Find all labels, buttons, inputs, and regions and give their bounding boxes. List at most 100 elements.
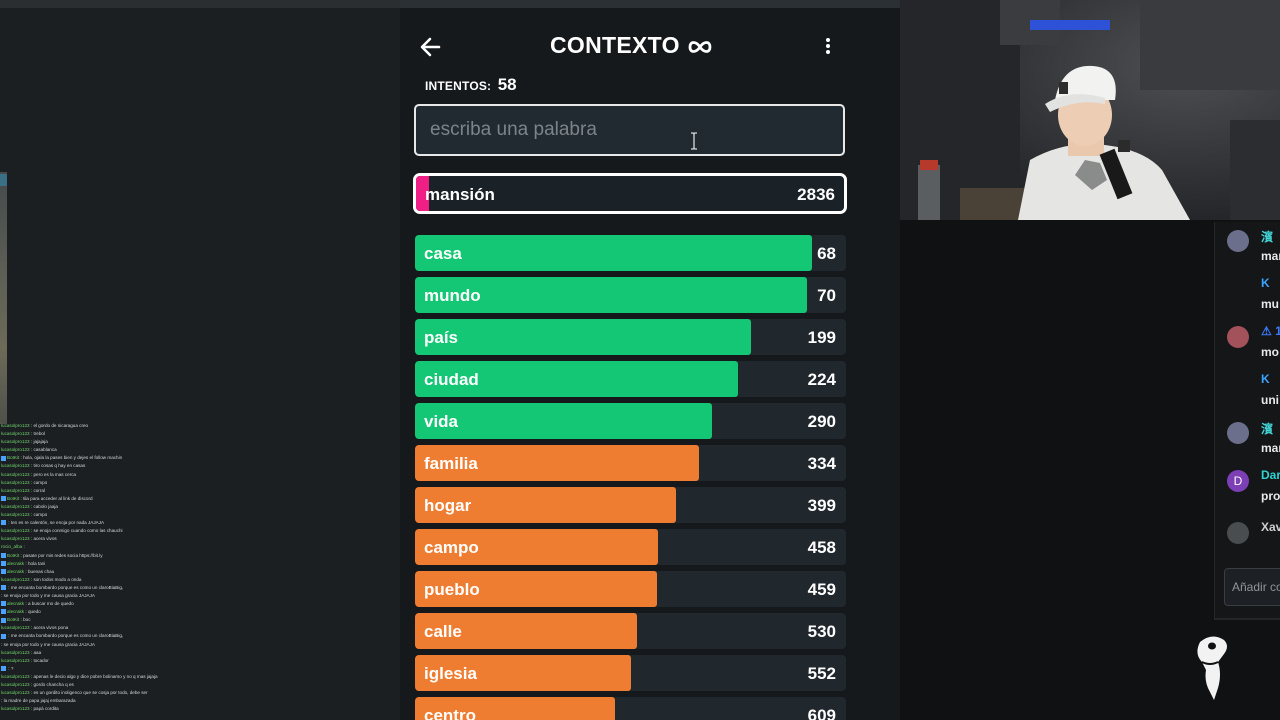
side-chat-input[interactable]: [1224, 568, 1280, 606]
chat-text: me encanta bombardo porque es como un cl…: [10, 584, 124, 590]
guess-row: casa 68: [415, 235, 846, 271]
chat-message: lucasolpro123 : corral: [1, 487, 179, 495]
guess-similarity-bar: [415, 361, 739, 397]
browser-top-border: [400, 0, 900, 8]
chat-text: tiro cosas q hay en casas: [33, 463, 86, 469]
chat-username: lucasolpro123: [1, 512, 30, 518]
chat-separator: :: [29, 439, 34, 445]
guess-rank: 609: [807, 706, 836, 720]
avatar[interactable]: [1227, 422, 1249, 444]
chat-message: alecrakk : a buscar mo de quedo: [1, 600, 179, 608]
stream-chat-panel: lucasolpro123 : el gordo de nicaragua cr…: [0, 0, 400, 720]
guess-row: mundo 70: [415, 277, 846, 313]
page-title: CONTEXTO: [550, 32, 680, 58]
chat-username: rocio_alba: [1, 544, 23, 550]
guess-word: mundo: [424, 286, 481, 305]
chat-separator: :: [29, 673, 34, 679]
chat-username: lucasolpro123: [1, 657, 30, 663]
chat-message: lucasolpro123 : acera vivos pona: [1, 624, 179, 632]
word-input[interactable]: [414, 104, 845, 156]
chat-username: alecrakk: [7, 609, 25, 615]
side-chat-text: mu: [1261, 297, 1279, 311]
guess-row: vida 290: [415, 403, 846, 439]
avatar[interactable]: [1227, 278, 1249, 300]
side-chat-text: mar: [1261, 249, 1280, 263]
guess-similarity-bar: [415, 571, 657, 607]
chat-message: : ten es re calentón, se enoja por nada …: [1, 519, 179, 527]
side-chat-message: ⚠ 1 mo: [1215, 322, 1280, 362]
chat-separator: :: [19, 495, 24, 501]
chat-text: trebol: [33, 431, 45, 437]
video-thumbnail-accent: [0, 174, 7, 186]
guess-similarity-bar: [415, 613, 637, 649]
avatar[interactable]: [1227, 374, 1249, 396]
chat-badge-icon: [1, 496, 6, 502]
chat-username: lucasolpro123: [1, 682, 30, 687]
chat-separator: :: [1, 698, 4, 704]
chat-text: la madre de papa jajaj embarazada: [3, 698, 76, 704]
chat-separator: :: [29, 690, 34, 696]
guess-similarity-bar: [415, 277, 808, 313]
chat-text: tocador: [33, 657, 49, 663]
chat-text: el gordo de nicaragua creo: [33, 423, 89, 428]
chat-separator: :: [29, 479, 34, 485]
chat-separator: :: [29, 423, 34, 428]
back-button[interactable]: [419, 34, 443, 60]
side-chat-username[interactable]: ⚠ 1: [1261, 324, 1280, 338]
chat-message: lucasolpro123 : campo: [1, 511, 179, 519]
chat-username: alecrakk: [7, 568, 25, 574]
side-chat-message: 濱 mar: [1215, 418, 1280, 458]
guess-rank: 290: [807, 412, 836, 431]
stream-chat-log: lucasolpro123 : el gordo de nicaragua cr…: [1, 422, 179, 720]
side-chat-username[interactable]: Xav: [1261, 520, 1280, 534]
chat-badge-icon: [1, 609, 6, 615]
chat-separator: :: [7, 520, 11, 526]
chat-text: corral: [33, 487, 45, 493]
guess-similarity-bar: [415, 319, 752, 355]
chat-username: lucasolpro123: [1, 463, 30, 469]
chat-separator: :: [29, 503, 34, 509]
side-chat-username[interactable]: Dar: [1261, 468, 1280, 482]
chat-message: lucasolpro123 : el gordo de nicaragua cr…: [1, 422, 179, 430]
side-chat-username[interactable]: 濱: [1261, 422, 1274, 436]
side-chat-username[interactable]: K: [1261, 276, 1270, 290]
side-chat-username[interactable]: K: [1261, 372, 1270, 386]
chat-text: buenas chau: [27, 568, 55, 574]
panel-top-border: [0, 0, 400, 8]
side-chat-divider: [1214, 618, 1280, 620]
chat-text: es un gordito inoligenco que se cosja po…: [33, 690, 148, 696]
video-thumbnail-strip: [0, 172, 7, 424]
chat-username: lucasolpro123: [1, 471, 30, 477]
guess-word: casa: [424, 244, 462, 263]
last-guess-bar: [416, 176, 429, 211]
avatar[interactable]: [1227, 326, 1249, 348]
side-chat-text: mar: [1261, 441, 1280, 455]
avatar[interactable]: [1227, 230, 1249, 252]
chat-separator: :: [19, 552, 24, 558]
chat-text: tila para acceder al link de discord: [23, 495, 93, 501]
guess-row: país 199: [415, 319, 846, 355]
avatar[interactable]: [1227, 522, 1249, 544]
chat-message: : me encanta bombardo porque es como un …: [1, 584, 179, 592]
last-guess-rank: 2836: [797, 185, 835, 204]
webcam-video: [900, 0, 1280, 220]
chat-separator: :: [7, 633, 11, 639]
chat-username: lucasolpro123: [1, 439, 30, 445]
kebab-menu-icon: [821, 38, 835, 54]
chat-username: BotKit: [7, 617, 20, 623]
attempts-label: INTENTOS:: [425, 79, 492, 93]
chat-separator: :: [29, 625, 34, 631]
side-chat-message: Xav: [1215, 518, 1280, 558]
chat-message: : se enoja por todo y me causa gracia JA…: [1, 641, 179, 649]
chat-username: lucasolpro123: [1, 576, 30, 582]
chat-message: BotKit : pasate por mis redes socia http…: [1, 552, 179, 560]
side-chat-username[interactable]: 濱: [1261, 230, 1274, 244]
guess-rank: 334: [807, 454, 836, 473]
chat-badge-icon: [1, 633, 6, 639]
guess-row: pueblo 459: [415, 571, 846, 607]
more-options-button[interactable]: [821, 37, 835, 59]
attempts-counter: INTENTOS: 58: [425, 75, 517, 95]
avatar[interactable]: D: [1227, 470, 1249, 492]
